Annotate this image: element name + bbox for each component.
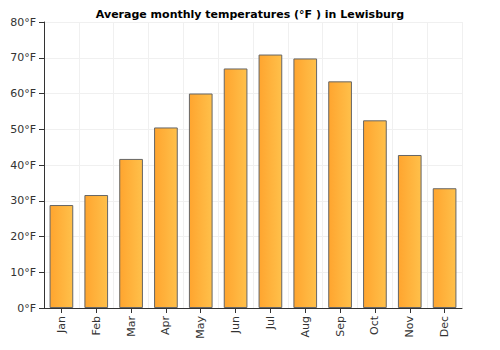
svg-text:Aug: Aug [299, 316, 312, 337]
svg-text:May: May [194, 316, 207, 339]
svg-text:0°F: 0°F [17, 302, 36, 315]
svg-text:Oct: Oct [368, 315, 381, 335]
svg-text:80°F: 80°F [10, 16, 36, 29]
svg-text:Dec: Dec [438, 316, 451, 337]
svg-text:Feb: Feb [90, 316, 103, 335]
svg-text:Average monthly temperatures (: Average monthly temperatures (°F ) in Le… [96, 8, 404, 21]
svg-text:60°F: 60°F [10, 87, 36, 100]
svg-text:40°F: 40°F [10, 159, 36, 172]
svg-text:20°F: 20°F [10, 230, 36, 243]
svg-text:Mar: Mar [125, 316, 138, 337]
svg-text:Nov: Nov [403, 316, 416, 338]
svg-text:10°F: 10°F [10, 266, 36, 279]
svg-text:Apr: Apr [159, 316, 172, 336]
svg-text:Jan: Jan [55, 316, 68, 334]
svg-text:Sep: Sep [334, 316, 347, 337]
svg-text:Jun: Jun [229, 316, 242, 334]
svg-text:30°F: 30°F [10, 194, 36, 207]
svg-text:70°F: 70°F [10, 51, 36, 64]
svg-text:Jul: Jul [264, 316, 277, 330]
svg-text:50°F: 50°F [10, 123, 36, 136]
